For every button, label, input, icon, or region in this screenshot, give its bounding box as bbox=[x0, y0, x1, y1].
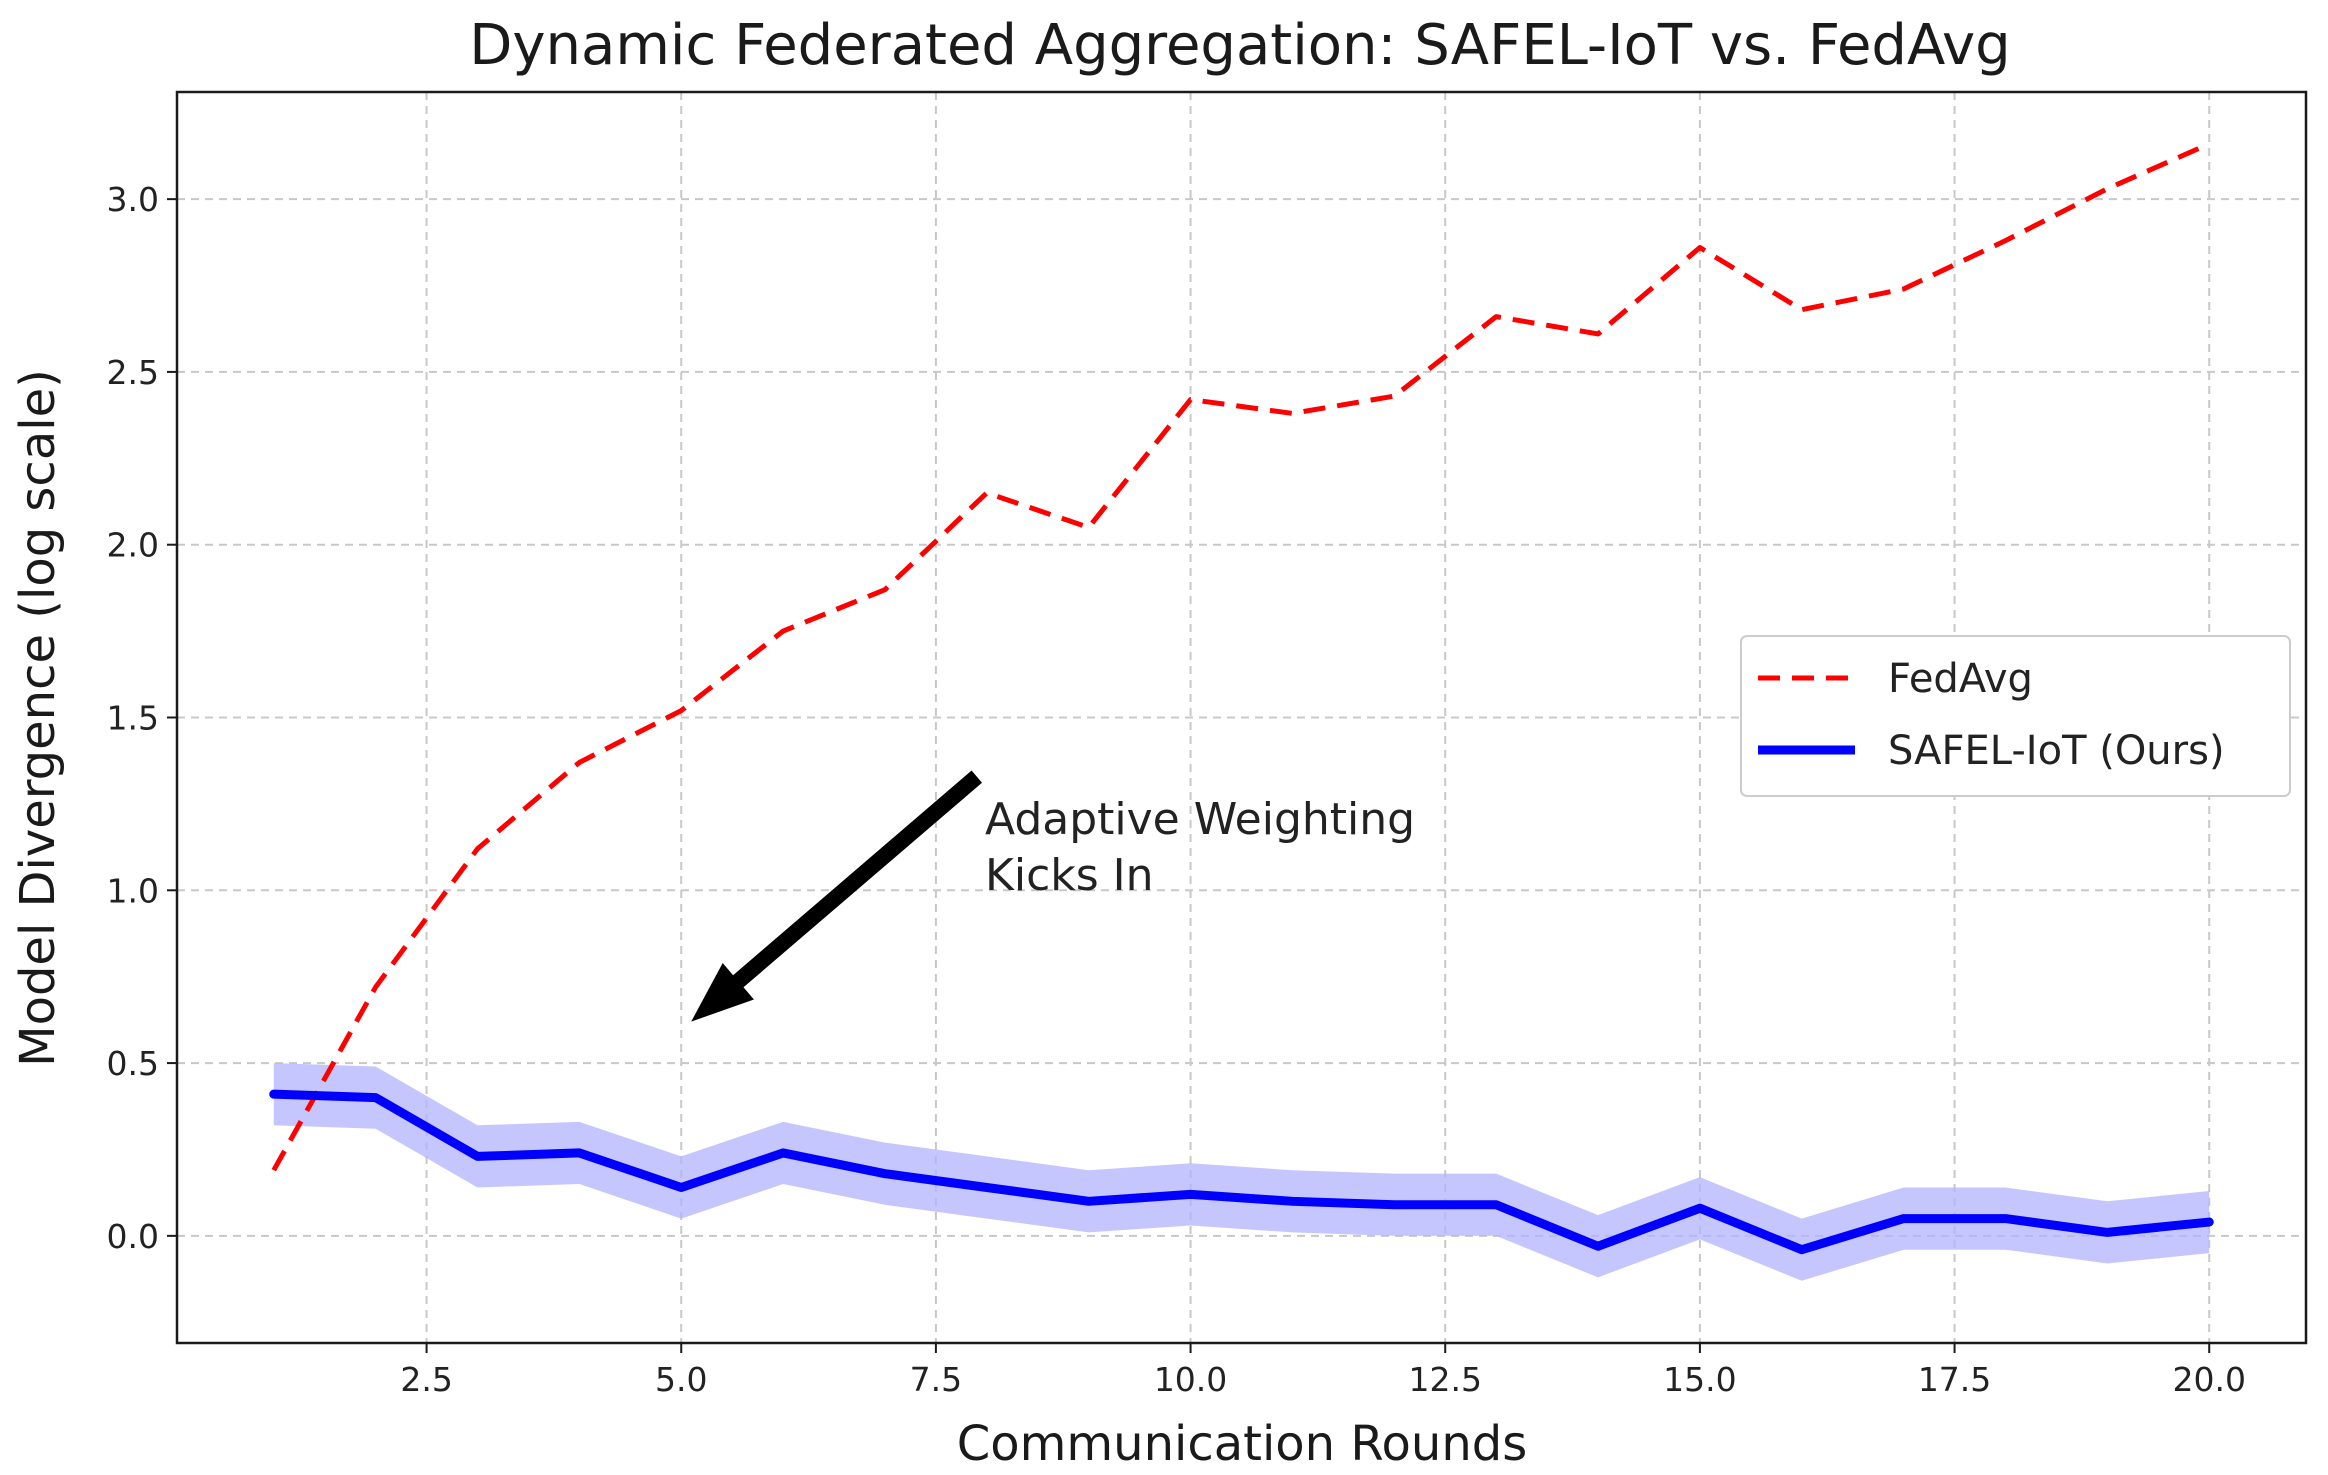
legend-frame bbox=[1740, 635, 2291, 797]
y-tick-label: 2.5 bbox=[107, 353, 159, 392]
y-tick-label: 0.0 bbox=[107, 1217, 159, 1256]
x-tick-label: 20.0 bbox=[2172, 1360, 2245, 1399]
legend: FedAvg SAFEL-IoT (Ours) bbox=[1740, 635, 2291, 797]
series-layer bbox=[269, 141, 2214, 1255]
x-tick-label: 2.5 bbox=[400, 1360, 452, 1399]
x-tick-label: 5.0 bbox=[655, 1360, 707, 1399]
grid-layer bbox=[177, 92, 2306, 1343]
x-tick-label: 17.5 bbox=[1918, 1360, 1991, 1399]
y-axis-label: Model Divergence (log scale) bbox=[10, 369, 66, 1067]
x-tick-label: 12.5 bbox=[1408, 1360, 1481, 1399]
legend-label-safel-iot: SAFEL-IoT (Ours) bbox=[1888, 728, 2225, 774]
chart-title: Dynamic Federated Aggregation: SAFEL-IoT… bbox=[469, 13, 2010, 78]
y-tick-label: 2.0 bbox=[107, 526, 159, 565]
y-tick-label: 3.0 bbox=[107, 180, 159, 219]
x-axis-label: Communication Rounds bbox=[957, 1416, 1527, 1472]
y-tick-label: 1.0 bbox=[107, 871, 159, 910]
x-tick-label: 15.0 bbox=[1663, 1360, 1736, 1399]
fedavg-line bbox=[271, 141, 2211, 1172]
safel-iot-line bbox=[269, 1089, 2214, 1255]
annotation-text-line-2: Kicks In bbox=[985, 850, 1154, 901]
annotation: Adaptive Weighting Kicks In bbox=[691, 770, 1415, 1022]
x-tick-label: 7.5 bbox=[910, 1360, 962, 1399]
confidence-band-layer bbox=[273, 1063, 2210, 1281]
x-tick-label: 10.0 bbox=[1154, 1360, 1227, 1399]
annotation-arrow bbox=[691, 770, 982, 1022]
tick-layer: 2.5 5.0 7.5 10.0 12.5 15.0 17.5 20.0 0.0 0.5 1.0 1.… bbox=[107, 180, 2246, 1399]
annotation-text-line-1: Adaptive Weighting bbox=[985, 794, 1415, 845]
safel-iot-confidence-band bbox=[273, 1063, 2210, 1281]
y-tick-label: 0.5 bbox=[107, 1044, 159, 1083]
y-tick-label: 1.5 bbox=[107, 699, 159, 738]
legend-label-fedavg: FedAvg bbox=[1888, 656, 2033, 702]
